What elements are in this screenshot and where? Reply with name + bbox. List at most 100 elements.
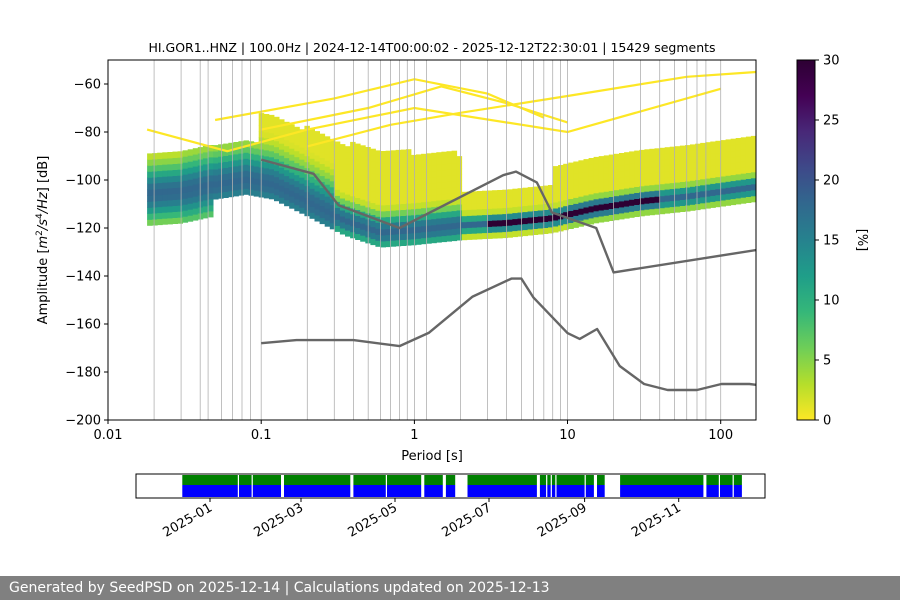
heatmap-cell xyxy=(654,166,660,173)
heatmap-cell xyxy=(446,151,452,158)
heatmap-cell xyxy=(213,193,219,200)
heatmap-cell xyxy=(548,185,554,192)
heatmap-cell xyxy=(466,203,473,210)
heatmap-cell xyxy=(294,204,300,212)
heatmap-cell xyxy=(624,176,630,183)
heatmap-cell xyxy=(507,213,513,220)
heatmap-cell xyxy=(669,188,676,196)
heatmap-cell xyxy=(182,186,189,193)
heatmap-cell xyxy=(182,204,189,211)
heatmap-cell xyxy=(745,142,752,149)
heatmap-cell xyxy=(334,141,341,148)
heatmap-cell xyxy=(497,232,503,239)
heatmap-cell xyxy=(700,160,706,168)
heatmap-cell xyxy=(208,199,214,206)
heatmap-cell xyxy=(745,190,752,197)
heatmap-cell xyxy=(461,209,468,217)
heatmap-cell xyxy=(461,203,468,211)
heatmap-cell xyxy=(553,226,559,233)
heatmap-cell xyxy=(502,195,508,203)
heatmap-cell xyxy=(223,155,229,162)
heatmap-cell xyxy=(730,180,737,188)
heatmap-cell xyxy=(294,126,300,134)
heatmap-cell xyxy=(426,159,432,166)
heatmap-cell xyxy=(319,163,326,171)
heatmap-cell xyxy=(405,209,412,216)
heatmap-cell xyxy=(268,174,275,182)
heatmap-cell xyxy=(517,206,523,213)
heatmap-cell xyxy=(167,212,173,219)
heatmap-cell xyxy=(157,212,163,220)
heatmap-cell xyxy=(395,215,402,223)
heatmap-cell xyxy=(715,140,721,148)
heatmap-cell xyxy=(619,177,625,184)
heatmap-cell xyxy=(370,166,376,174)
heatmap-cell xyxy=(568,204,574,211)
heatmap-cell xyxy=(446,193,452,200)
heatmap-cell xyxy=(299,189,305,196)
heatmap-cell xyxy=(679,163,686,170)
timeline-gap xyxy=(584,475,586,497)
heatmap-cell xyxy=(441,157,447,165)
heatmap-cell xyxy=(441,169,447,177)
heatmap-cell xyxy=(471,221,478,228)
heatmap-cell xyxy=(715,176,721,184)
heatmap-cell xyxy=(172,151,178,158)
heatmap-cell xyxy=(339,186,346,193)
heatmap-cell xyxy=(537,216,544,223)
heatmap-cell xyxy=(690,144,696,151)
heatmap-cell xyxy=(213,181,219,188)
heatmap-cell xyxy=(690,192,696,199)
heatmap-cell xyxy=(659,159,666,167)
heatmap-cell xyxy=(309,182,315,189)
heatmap-cell xyxy=(299,159,305,166)
heatmap-cell xyxy=(202,194,209,201)
heatmap-cell xyxy=(284,199,290,207)
heatmap-cell xyxy=(380,211,386,218)
heatmap-cell xyxy=(674,206,681,213)
heatmap-cell xyxy=(187,185,194,192)
heatmap-cell xyxy=(360,205,366,212)
heatmap-cell xyxy=(705,196,711,203)
heatmap-cell xyxy=(456,162,463,169)
heatmap-cell xyxy=(339,144,346,151)
heatmap-cell xyxy=(710,201,716,208)
heatmap-cell xyxy=(471,197,478,204)
heatmap-cell xyxy=(405,173,412,180)
heatmap-cell xyxy=(421,219,427,227)
heatmap-cell xyxy=(157,188,163,196)
heatmap-cell xyxy=(284,139,290,147)
heatmap-cell xyxy=(319,175,326,183)
heatmap-cell xyxy=(243,188,249,195)
heatmap-cell xyxy=(446,211,452,218)
heatmap-cell xyxy=(411,160,417,168)
heatmap-cell xyxy=(568,198,574,205)
heatmap-cell xyxy=(345,212,351,219)
heatmap-cell xyxy=(299,171,305,178)
heatmap-cell xyxy=(243,146,249,153)
heatmap-cell xyxy=(248,189,255,196)
heatmap-cell xyxy=(669,164,676,172)
heatmap-cell xyxy=(553,166,559,173)
heatmap-cell xyxy=(405,191,412,198)
heatmap-cell xyxy=(507,195,513,202)
heatmap-cell xyxy=(695,173,701,181)
heatmap-cell xyxy=(360,235,366,242)
heatmap-cell xyxy=(238,147,244,154)
heatmap-cell xyxy=(172,211,178,218)
heatmap-cell xyxy=(634,186,640,193)
heatmap-cell xyxy=(253,160,260,167)
heatmap-cell xyxy=(314,143,320,150)
heatmap-cell xyxy=(603,179,610,186)
heatmap-cell xyxy=(603,185,610,192)
heatmap-cell xyxy=(695,197,701,205)
heatmap-cell xyxy=(309,194,315,201)
heatmap-cell xyxy=(390,204,397,211)
heatmap-cell xyxy=(395,221,402,229)
heatmap-cell xyxy=(233,166,239,173)
heatmap-cell xyxy=(436,164,442,171)
heatmap-cell xyxy=(619,165,625,172)
heatmap-cell xyxy=(730,186,737,194)
heatmap-cell xyxy=(730,162,737,170)
heatmap-cell xyxy=(542,191,549,198)
